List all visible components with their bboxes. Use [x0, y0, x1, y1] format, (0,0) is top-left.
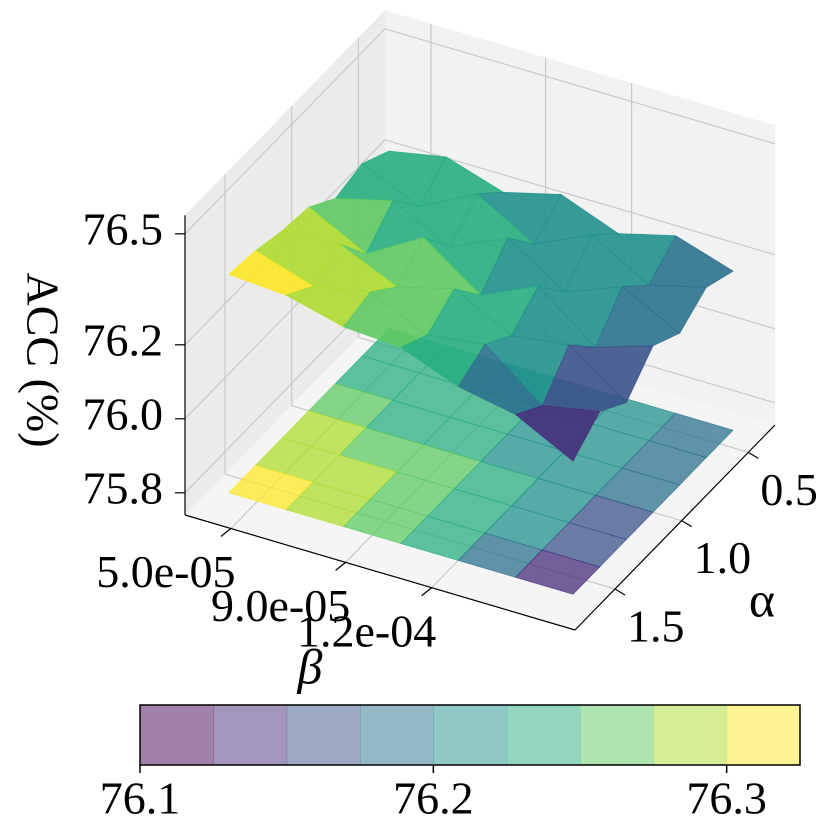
contour-cell: [514, 549, 601, 595]
colorbar-segment: [726, 705, 801, 765]
colorbar-frame: [139, 704, 801, 766]
z-tick-label: 76.5: [83, 203, 164, 254]
colorbar-segment: [653, 705, 728, 765]
colorbar-segment: [140, 705, 214, 765]
x-tick-label: 5.0e-05: [96, 546, 235, 597]
z-tick-label: 75.8: [83, 462, 164, 513]
grid-line: [184, 28, 386, 235]
colorbar-tick-label: 76.2: [393, 773, 474, 824]
tick-mark: [335, 561, 346, 571]
x-tick-label: 1.2e-04: [297, 605, 436, 656]
grid-line: [384, 28, 776, 145]
colorbar-tick-label: 76.3: [686, 773, 767, 824]
tick-mark: [220, 528, 232, 537]
x-tick-label: 9.0e-05: [211, 580, 350, 631]
tick-mark: [748, 451, 759, 459]
x-axis-label: β: [297, 638, 323, 694]
z-axis-label: ACC (%): [17, 272, 68, 447]
y-tick-label: 1.5: [627, 601, 685, 652]
colorbar-segment: [433, 705, 508, 765]
colorbar-tick-label: 76.1: [100, 773, 181, 824]
tick-mark: [421, 587, 432, 597]
tick-mark: [614, 588, 626, 596]
colorbar-segment: [506, 705, 581, 765]
y-tick-label: 0.5: [760, 464, 818, 515]
colorbar-segment: [213, 705, 288, 765]
colorbar-segment: [580, 705, 654, 765]
colorbar-segment: [360, 705, 434, 765]
y-tick-label: 1.0: [694, 532, 752, 583]
z-tick-label: 76.0: [83, 388, 164, 439]
colorbar-segment: [286, 705, 361, 765]
y-axis-label: α: [749, 571, 775, 627]
axis-line: [574, 424, 776, 631]
axis-line: [184, 514, 576, 631]
z-tick-label: 76.2: [83, 314, 164, 365]
surface-cell: [514, 405, 601, 462]
tick-mark: [681, 520, 692, 528]
